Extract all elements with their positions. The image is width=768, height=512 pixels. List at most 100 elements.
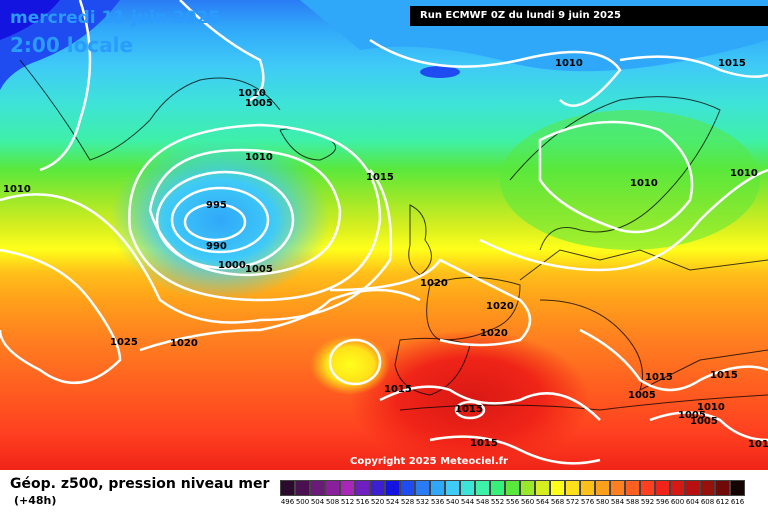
scale-step: 508 [325, 480, 340, 506]
isobar-label: 1005 [678, 410, 706, 421]
scale-swatch [310, 480, 325, 496]
scale-label: 496 [280, 498, 295, 506]
scale-step: 552 [490, 480, 505, 506]
scale-swatch [460, 480, 475, 496]
scale-label: 544 [460, 498, 475, 506]
scale-label: 616 [730, 498, 745, 506]
isobar-label: 1005 [628, 390, 656, 401]
scale-label: 604 [685, 498, 700, 506]
scale-label: 552 [490, 498, 505, 506]
scale-step: 556 [505, 480, 520, 506]
isobar-label: 1015 [710, 370, 738, 381]
scale-swatch [325, 480, 340, 496]
isobar-label: 1015 [718, 58, 746, 69]
isobar-label: 1015 [384, 384, 412, 395]
scale-step: 612 [715, 480, 730, 506]
scale-step: 580 [595, 480, 610, 506]
copyright: Copyright 2025 Meteociel.fr [350, 456, 508, 467]
isobar-label: 1010 [3, 184, 31, 195]
isobar-1015-africa [429, 435, 601, 465]
scale-step: 572 [565, 480, 580, 506]
isobar-1015-balkans [579, 328, 768, 392]
forecast-date: mercredi 11 juin 2025 [10, 8, 221, 28]
scale-label: 588 [625, 498, 640, 506]
scale-step: 524 [385, 480, 400, 506]
scale-swatch [670, 480, 685, 496]
isobar-label: 1015 [366, 172, 394, 183]
isobar-africa-low [454, 400, 486, 420]
isobar-label: 1005 [245, 98, 273, 109]
scale-label: 528 [400, 498, 415, 506]
isobar-label: 1005 [690, 416, 718, 427]
scale-label: 612 [715, 498, 730, 506]
isobar-label: 1015 [455, 404, 483, 415]
scale-swatch [715, 480, 730, 496]
scale-swatch [280, 480, 295, 496]
isobar-label: 1010 [238, 88, 266, 99]
isobar-label: 1020 [486, 301, 514, 312]
scale-swatch [625, 480, 640, 496]
isobar-label: 1020 [420, 278, 448, 289]
scale-label: 520 [370, 498, 385, 506]
scale-label: 564 [535, 498, 550, 506]
scale-label: 532 [415, 498, 430, 506]
scale-swatch [385, 480, 400, 496]
isobar-label: 1010 [245, 152, 273, 163]
scale-step: 600 [670, 480, 685, 506]
scale-label: 508 [325, 498, 340, 506]
scale-swatch [535, 480, 550, 496]
scale-step: 500 [295, 480, 310, 506]
isobar-label: 1010 [730, 168, 758, 179]
isobar-1005-ne [619, 55, 768, 78]
scale-step: 548 [475, 480, 490, 506]
isobar-1015-south [379, 385, 601, 421]
scale-swatch [295, 480, 310, 496]
scale-swatch [445, 480, 460, 496]
run-info: Run ECMWF 0Z du lundi 9 juin 2025 [410, 6, 768, 26]
scale-label: 536 [430, 498, 445, 506]
scale-step: 564 [535, 480, 550, 506]
isobar-label: 1015 [470, 438, 498, 449]
isobar-azores [328, 338, 382, 386]
isobar-1010-north [369, 38, 622, 107]
isobar-label: 1010 [697, 402, 725, 413]
isobar-label: 1015 [748, 439, 768, 450]
isobar-label: 1005 [245, 264, 273, 275]
isobar-1015 [0, 169, 393, 324]
scale-label: 608 [700, 498, 715, 506]
isobars [0, 0, 768, 463]
scale-step: 584 [610, 480, 625, 506]
scale-label: 548 [475, 498, 490, 506]
scale-step: 516 [355, 480, 370, 506]
forecast-time: 2:00 locale [10, 33, 134, 57]
low-pressure-area [110, 140, 330, 300]
scale-swatch [730, 480, 745, 496]
scale-label: 584 [610, 498, 625, 506]
legend-title: Géop. z500, pression niveau mer [10, 476, 270, 492]
isobar-1025 [0, 248, 122, 385]
scale-swatch [700, 480, 715, 496]
scale-swatch [520, 480, 535, 496]
scale-swatch [370, 480, 385, 496]
isobar-1005-east [649, 411, 768, 442]
scale-step: 576 [580, 480, 595, 506]
isobar-1000 [155, 170, 295, 270]
scale-label: 592 [640, 498, 655, 506]
greenland-coast [19, 59, 281, 161]
isobar-greenland [179, 0, 265, 102]
iberia-coast [394, 337, 471, 396]
isobar-1015-east [479, 168, 768, 272]
scale-step: 520 [370, 480, 385, 506]
scale-step: 512 [340, 480, 355, 506]
cold-pocket [420, 66, 460, 78]
isobar-995 [170, 186, 270, 254]
scale-step: 588 [625, 480, 640, 506]
isobar-label: 1020 [170, 338, 198, 349]
scale-step: 540 [445, 480, 460, 506]
scale-label: 556 [505, 498, 520, 506]
scale-step: 496 [280, 480, 295, 506]
scale-swatch [340, 480, 355, 496]
scandinavia-trough [500, 110, 760, 250]
